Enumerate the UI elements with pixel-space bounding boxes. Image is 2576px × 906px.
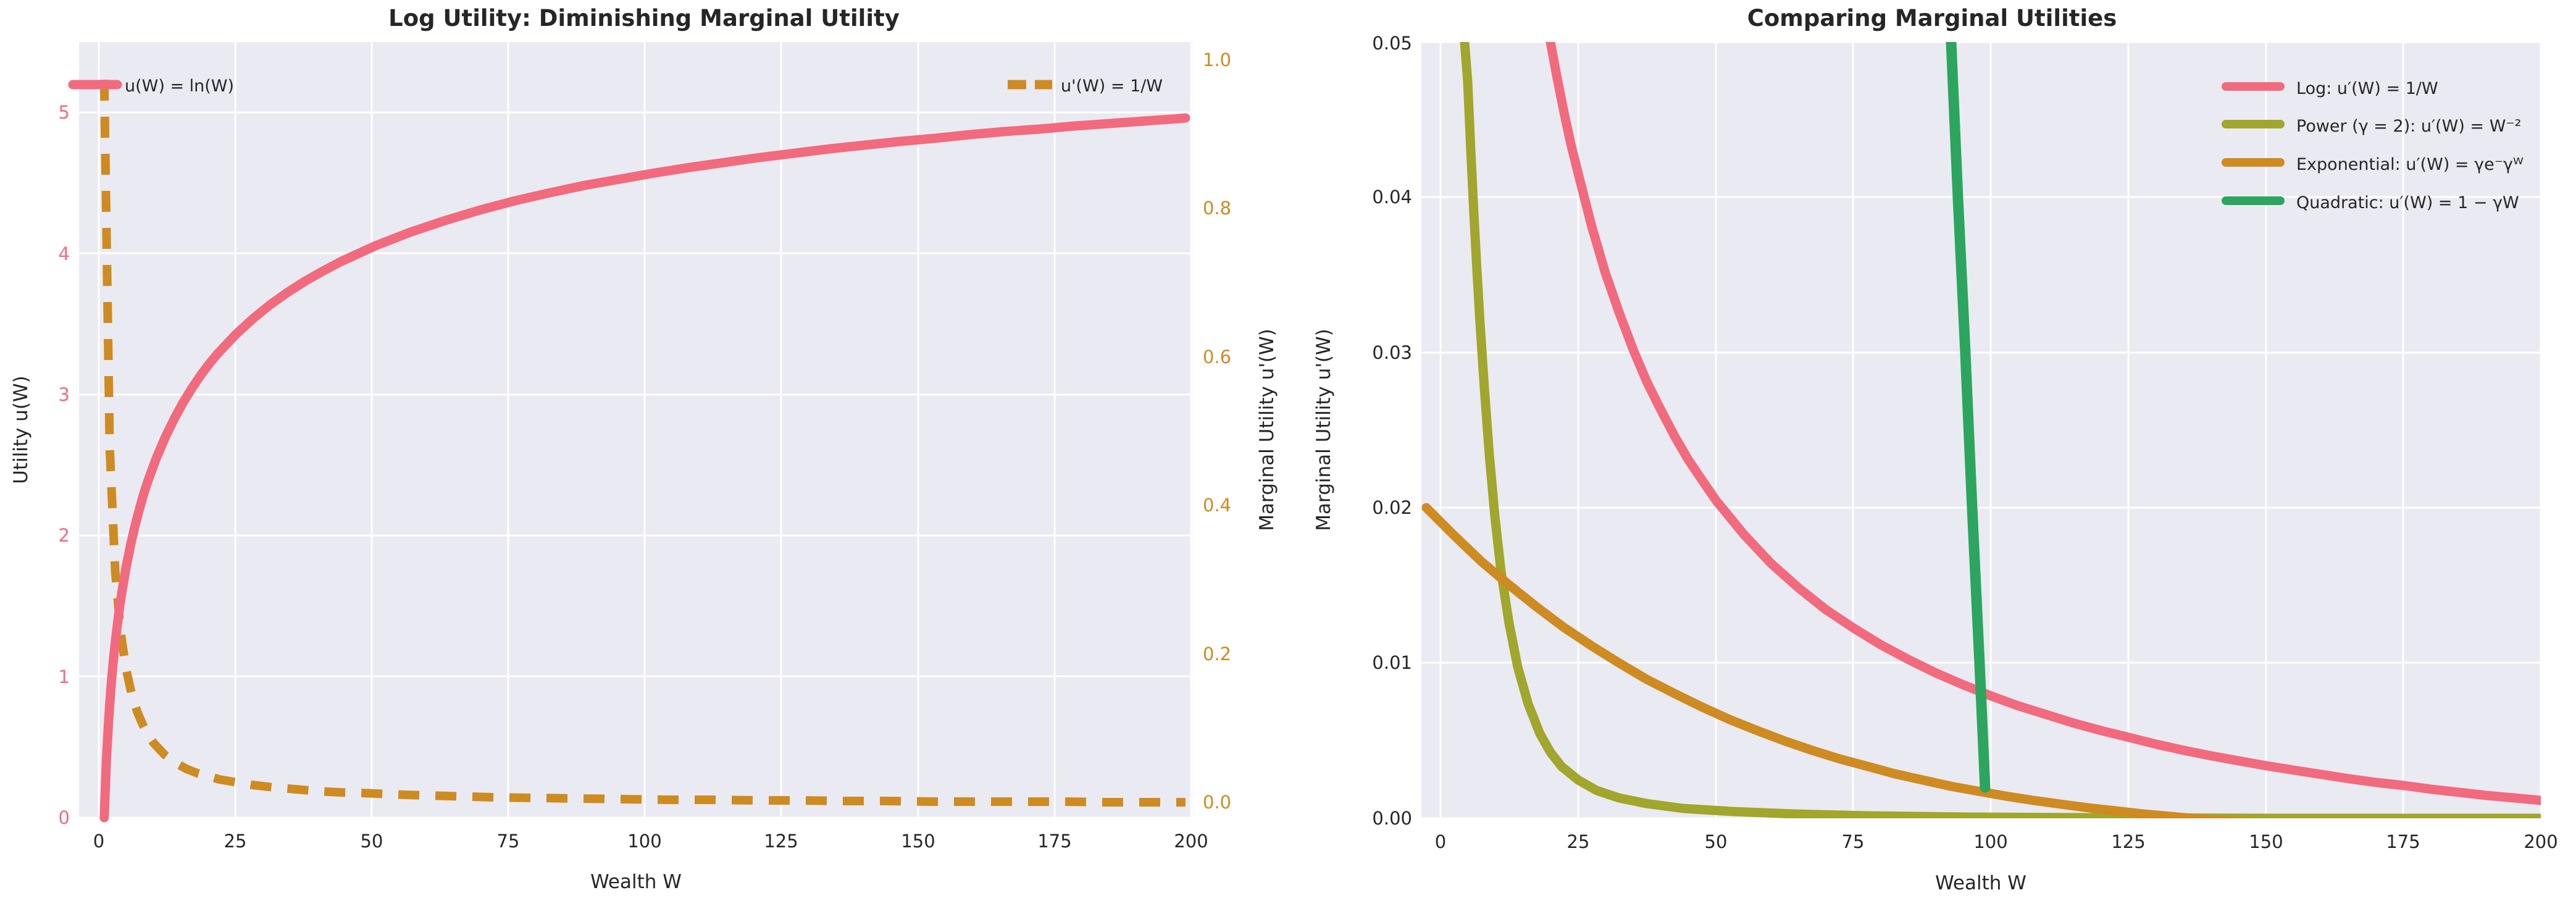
svg-text:50: 50 [361,831,383,852]
panel-left-svg: 0 25 50 75 100 125 150 175 200 0 1 2 3 4… [10,42,1278,893]
svg-text:150: 150 [2249,831,2283,852]
svg-text:0: 0 [59,807,70,828]
svg-text:175: 175 [2386,831,2420,852]
legend-left-utility[interactable]: u(W) = ln(W) [68,77,234,96]
svg-text:75: 75 [497,831,520,852]
svg-text:125: 125 [764,831,798,852]
curve-marginal-utility-dashed [99,79,1186,807]
svg-text:200: 200 [1174,831,1208,852]
legend-label-marginal-utility: u'(W) = 1/W [1061,77,1163,96]
svg-text:0.04: 0.04 [1372,187,1412,208]
curve-power-marginal-utility [1460,42,2541,818]
svg-text:0.05: 0.05 [1372,33,1412,54]
curve-log-marginal-utility [1545,42,2541,805]
svg-text:0.03: 0.03 [1372,342,1412,363]
svg-text:125: 125 [2111,831,2145,852]
svg-text:5: 5 [59,102,70,123]
legend-label-exponential: Exponential: u′(W) = γe⁻γᵂ [2296,155,2524,174]
svg-text:0.8: 0.8 [1203,198,1231,219]
svg-text:25: 25 [224,831,247,852]
svg-text:1.0: 1.0 [1203,49,1231,70]
svg-text:1: 1 [59,666,70,687]
svg-text:4: 4 [59,243,70,264]
panel-right-title: Comparing Marginal Utilities [1747,5,2117,31]
grid-horizontal-left [79,111,1192,819]
panel-right-svg: 0 25 50 75 100 125 150 175 200 0.00 0.01… [1313,33,2558,894]
legend-item-quadratic[interactable]: Quadratic: u′(W) = 1 − γW [2222,193,2519,212]
panel-comparing-marginal-utilities: Comparing Marginal Utilities [1288,0,2576,906]
xtick-labels-right: 0 25 50 75 100 125 150 175 200 [1435,831,2558,852]
svg-text:0.02: 0.02 [1372,497,1412,518]
svg-text:0.2: 0.2 [1203,644,1231,665]
svg-text:175: 175 [1037,831,1071,852]
ytick-labels-right-orange: 0.0 0.2 0.4 0.6 0.8 1.0 [1203,49,1231,813]
yaxis-label-right-marginal: Marginal Utility u'(W) [1256,329,1278,531]
xaxis-label-left: Wealth W [590,871,682,893]
svg-text:100: 100 [1973,831,2007,852]
svg-text:0.4: 0.4 [1203,495,1231,516]
svg-text:0.0: 0.0 [1203,792,1231,813]
svg-text:3: 3 [59,384,70,405]
svg-text:0.6: 0.6 [1203,346,1231,367]
legend-label-log: Log: u′(W) = 1/W [2296,79,2438,98]
svg-text:0: 0 [1435,831,1446,852]
svg-text:25: 25 [1567,831,1590,852]
svg-text:50: 50 [1705,831,1728,852]
svg-text:100: 100 [627,831,661,852]
ytick-labels-right: 0.00 0.01 0.02 0.03 0.04 0.05 [1372,33,1412,829]
svg-text:75: 75 [1842,831,1865,852]
legend-label-power: Power (γ = 2): u′(W) = W⁻² [2296,117,2521,136]
legend-label-log-utility: u(W) = ln(W) [125,77,234,96]
legend-item-exponential[interactable]: Exponential: u′(W) = γe⁻γᵂ [2222,155,2524,174]
curve-exponential-marginal-utility [1421,503,2259,818]
yaxis-label-left-utility: Utility u(W) [10,375,32,484]
legend-label-quadratic: Quadratic: u′(W) = 1 − γW [2296,193,2519,212]
xaxis-label-right: Wealth W [1935,872,2026,894]
svg-text:2: 2 [59,525,70,546]
svg-text:200: 200 [2524,831,2557,852]
svg-text:0: 0 [93,831,104,852]
legend-right-panel[interactable]: Log: u′(W) = 1/W Power (γ = 2): u′(W) = … [2222,79,2524,212]
legend-right-marginal[interactable]: u'(W) = 1/W [1008,77,1163,96]
curve-quadratic-marginal-utility [1946,42,1991,793]
xtick-labels-left: 0 25 50 75 100 125 150 175 200 [93,831,1208,852]
ytick-labels-left-pink: 0 1 2 3 4 5 [59,102,70,828]
plot-area-background-left [79,42,1192,818]
yaxis-label-right: Marginal Utility u'(W) [1313,329,1335,531]
svg-text:0.01: 0.01 [1372,652,1412,673]
panel-left-title: Log Utility: Diminishing Marginal Utilit… [388,5,900,31]
curve-log-utility [99,113,1190,823]
legend-item-power[interactable]: Power (γ = 2): u′(W) = W⁻² [2222,117,2521,136]
panel-log-utility: Log Utility: Diminishing Marginal Utilit… [10,5,1278,893]
svg-text:0.00: 0.00 [1372,808,1412,829]
svg-text:150: 150 [901,831,935,852]
legend-item-log[interactable]: Log: u′(W) = 1/W [2222,79,2438,98]
